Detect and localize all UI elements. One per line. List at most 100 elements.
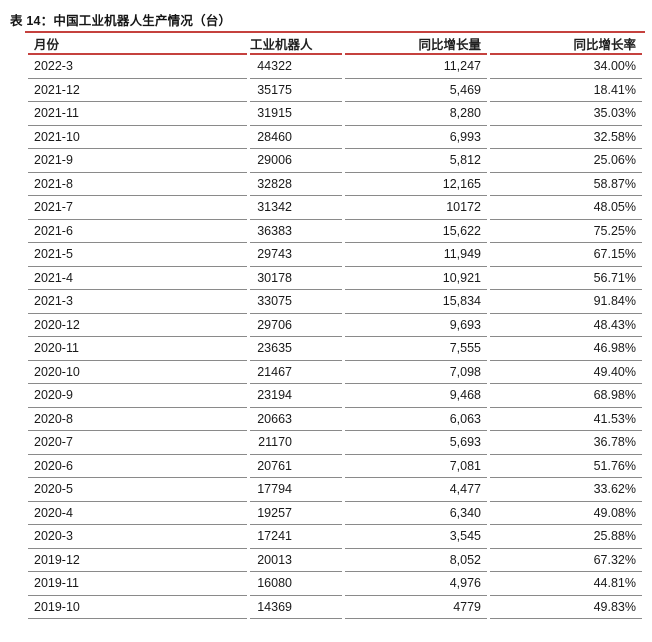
table-row: 2021-10 28460 6,993 32.58%: [28, 126, 642, 149]
cell-month: 2020-7: [28, 431, 247, 455]
cell-yoy-rate: 75.25%: [490, 220, 642, 243]
table-row: 2020-6 20761 7,081 51.76%: [28, 455, 642, 478]
cell-yoy-amount: 5,469: [345, 79, 487, 102]
cell-yoy-amount: 8,052: [345, 549, 487, 572]
cell-month: 2021-12: [28, 79, 247, 102]
cell-month: 2021-7: [28, 196, 247, 220]
cell-yoy-rate: 46.98%: [490, 337, 642, 361]
cell-robots: 17794: [250, 478, 342, 502]
cell-yoy-amount: 10,921: [345, 267, 487, 290]
cell-month: 2021-5: [28, 243, 247, 267]
cell-robots: 29706: [250, 314, 342, 337]
cell-yoy-amount: 11,247: [345, 55, 487, 79]
cell-month: 2021-10: [28, 126, 247, 149]
cell-yoy-rate: 67.15%: [490, 243, 642, 267]
cell-robots: 30178: [250, 267, 342, 290]
cell-robots: 16080: [250, 572, 342, 596]
cell-robots: 17241: [250, 525, 342, 549]
cell-month: 2020-6: [28, 455, 247, 478]
cell-yoy-rate: 51.76%: [490, 455, 642, 478]
cell-yoy-amount: 6,340: [345, 502, 487, 525]
cell-robots: 36383: [250, 220, 342, 243]
table-row: 2020-7 21170 5,693 36.78%: [28, 431, 642, 455]
cell-month: 2021-9: [28, 149, 247, 173]
cell-month: 2021-6: [28, 220, 247, 243]
cell-robots: 29743: [250, 243, 342, 267]
cell-month: 2020-11: [28, 337, 247, 361]
table-row: 2020-8 20663 6,063 41.53%: [28, 408, 642, 431]
cell-yoy-amount: 7,098: [345, 361, 487, 384]
col-header-robots: 工业机器人: [250, 33, 342, 55]
cell-yoy-rate: 91.84%: [490, 290, 642, 314]
table-row: 2020-11 23635 7,555 46.98%: [28, 337, 642, 361]
robot-production-table: 月份 工业机器人 同比增长量 同比增长率 2022-3 44322 11,247 34…: [25, 31, 645, 619]
table-row: 2021-9 29006 5,812 25.06%: [28, 149, 642, 173]
table-row: 2020-4 19257 6,340 49.08%: [28, 502, 642, 525]
cell-yoy-rate: 41.53%: [490, 408, 642, 431]
table-row: 2021-6 36383 15,622 75.25%: [28, 220, 642, 243]
cell-yoy-rate: 49.40%: [490, 361, 642, 384]
cell-yoy-rate: 18.41%: [490, 79, 642, 102]
cell-month: 2019-11: [28, 572, 247, 596]
table-row: 2019-11 16080 4,976 44.81%: [28, 572, 642, 596]
table-row: 2021-7 31342 10172 48.05%: [28, 196, 642, 220]
cell-month: 2020-3: [28, 525, 247, 549]
cell-month: 2019-10: [28, 596, 247, 619]
cell-robots: 31342: [250, 196, 342, 220]
cell-yoy-rate: 58.87%: [490, 173, 642, 196]
cell-yoy-amount: 15,834: [345, 290, 487, 314]
cell-month: 2021-3: [28, 290, 247, 314]
table-row: 2021-3 33075 15,834 91.84%: [28, 290, 642, 314]
cell-yoy-amount: 9,468: [345, 384, 487, 408]
cell-yoy-rate: 44.81%: [490, 572, 642, 596]
cell-robots: 20013: [250, 549, 342, 572]
cell-month: 2021-4: [28, 267, 247, 290]
cell-robots: 31915: [250, 102, 342, 126]
cell-yoy-amount: 3,545: [345, 525, 487, 549]
cell-month: 2020-9: [28, 384, 247, 408]
table-row: 2020-9 23194 9,468 68.98%: [28, 384, 642, 408]
cell-yoy-rate: 36.78%: [490, 431, 642, 455]
cell-robots: 29006: [250, 149, 342, 173]
cell-robots: 14369: [250, 596, 342, 619]
table-body: 2022-3 44322 11,247 34.00% 2021-12 35175 5,469…: [28, 55, 642, 619]
header-row: 月份 工业机器人 同比增长量 同比增长率: [28, 33, 642, 55]
cell-yoy-rate: 33.62%: [490, 478, 642, 502]
cell-month: 2019-12: [28, 549, 247, 572]
cell-yoy-rate: 32.58%: [490, 126, 642, 149]
cell-yoy-amount: 6,993: [345, 126, 487, 149]
col-header-yoy-amount: 同比增长量: [345, 33, 487, 55]
cell-yoy-amount: 5,693: [345, 431, 487, 455]
cell-month: 2021-8: [28, 173, 247, 196]
cell-robots: 21467: [250, 361, 342, 384]
col-header-month: 月份: [28, 33, 247, 55]
cell-yoy-amount: 6,063: [345, 408, 487, 431]
cell-yoy-amount: 7,555: [345, 337, 487, 361]
cell-yoy-amount: 4779: [345, 596, 487, 619]
table-row: 2020-10 21467 7,098 49.40%: [28, 361, 642, 384]
cell-month: 2020-10: [28, 361, 247, 384]
table-row: 2021-8 32828 12,165 58.87%: [28, 173, 642, 196]
col-header-yoy-rate: 同比增长率: [490, 33, 642, 55]
cell-yoy-amount: 15,622: [345, 220, 487, 243]
cell-yoy-rate: 25.88%: [490, 525, 642, 549]
cell-yoy-rate: 49.83%: [490, 596, 642, 619]
cell-month: 2022-3: [28, 55, 247, 79]
cell-month: 2020-12: [28, 314, 247, 337]
table-row: 2021-5 29743 11,949 67.15%: [28, 243, 642, 267]
table-row: 2021-11 31915 8,280 35.03%: [28, 102, 642, 126]
cell-yoy-amount: 10172: [345, 196, 487, 220]
table-row: 2020-12 29706 9,693 48.43%: [28, 314, 642, 337]
cell-robots: 44322: [250, 55, 342, 79]
cell-robots: 20663: [250, 408, 342, 431]
cell-robots: 28460: [250, 126, 342, 149]
cell-yoy-amount: 8,280: [345, 102, 487, 126]
table-row: 2019-12 20013 8,052 67.32%: [28, 549, 642, 572]
table-row: 2021-4 30178 10,921 56.71%: [28, 267, 642, 290]
cell-yoy-rate: 35.03%: [490, 102, 642, 126]
cell-yoy-amount: 12,165: [345, 173, 487, 196]
cell-robots: 23635: [250, 337, 342, 361]
table-row: 2020-5 17794 4,477 33.62%: [28, 478, 642, 502]
cell-robots: 32828: [250, 173, 342, 196]
